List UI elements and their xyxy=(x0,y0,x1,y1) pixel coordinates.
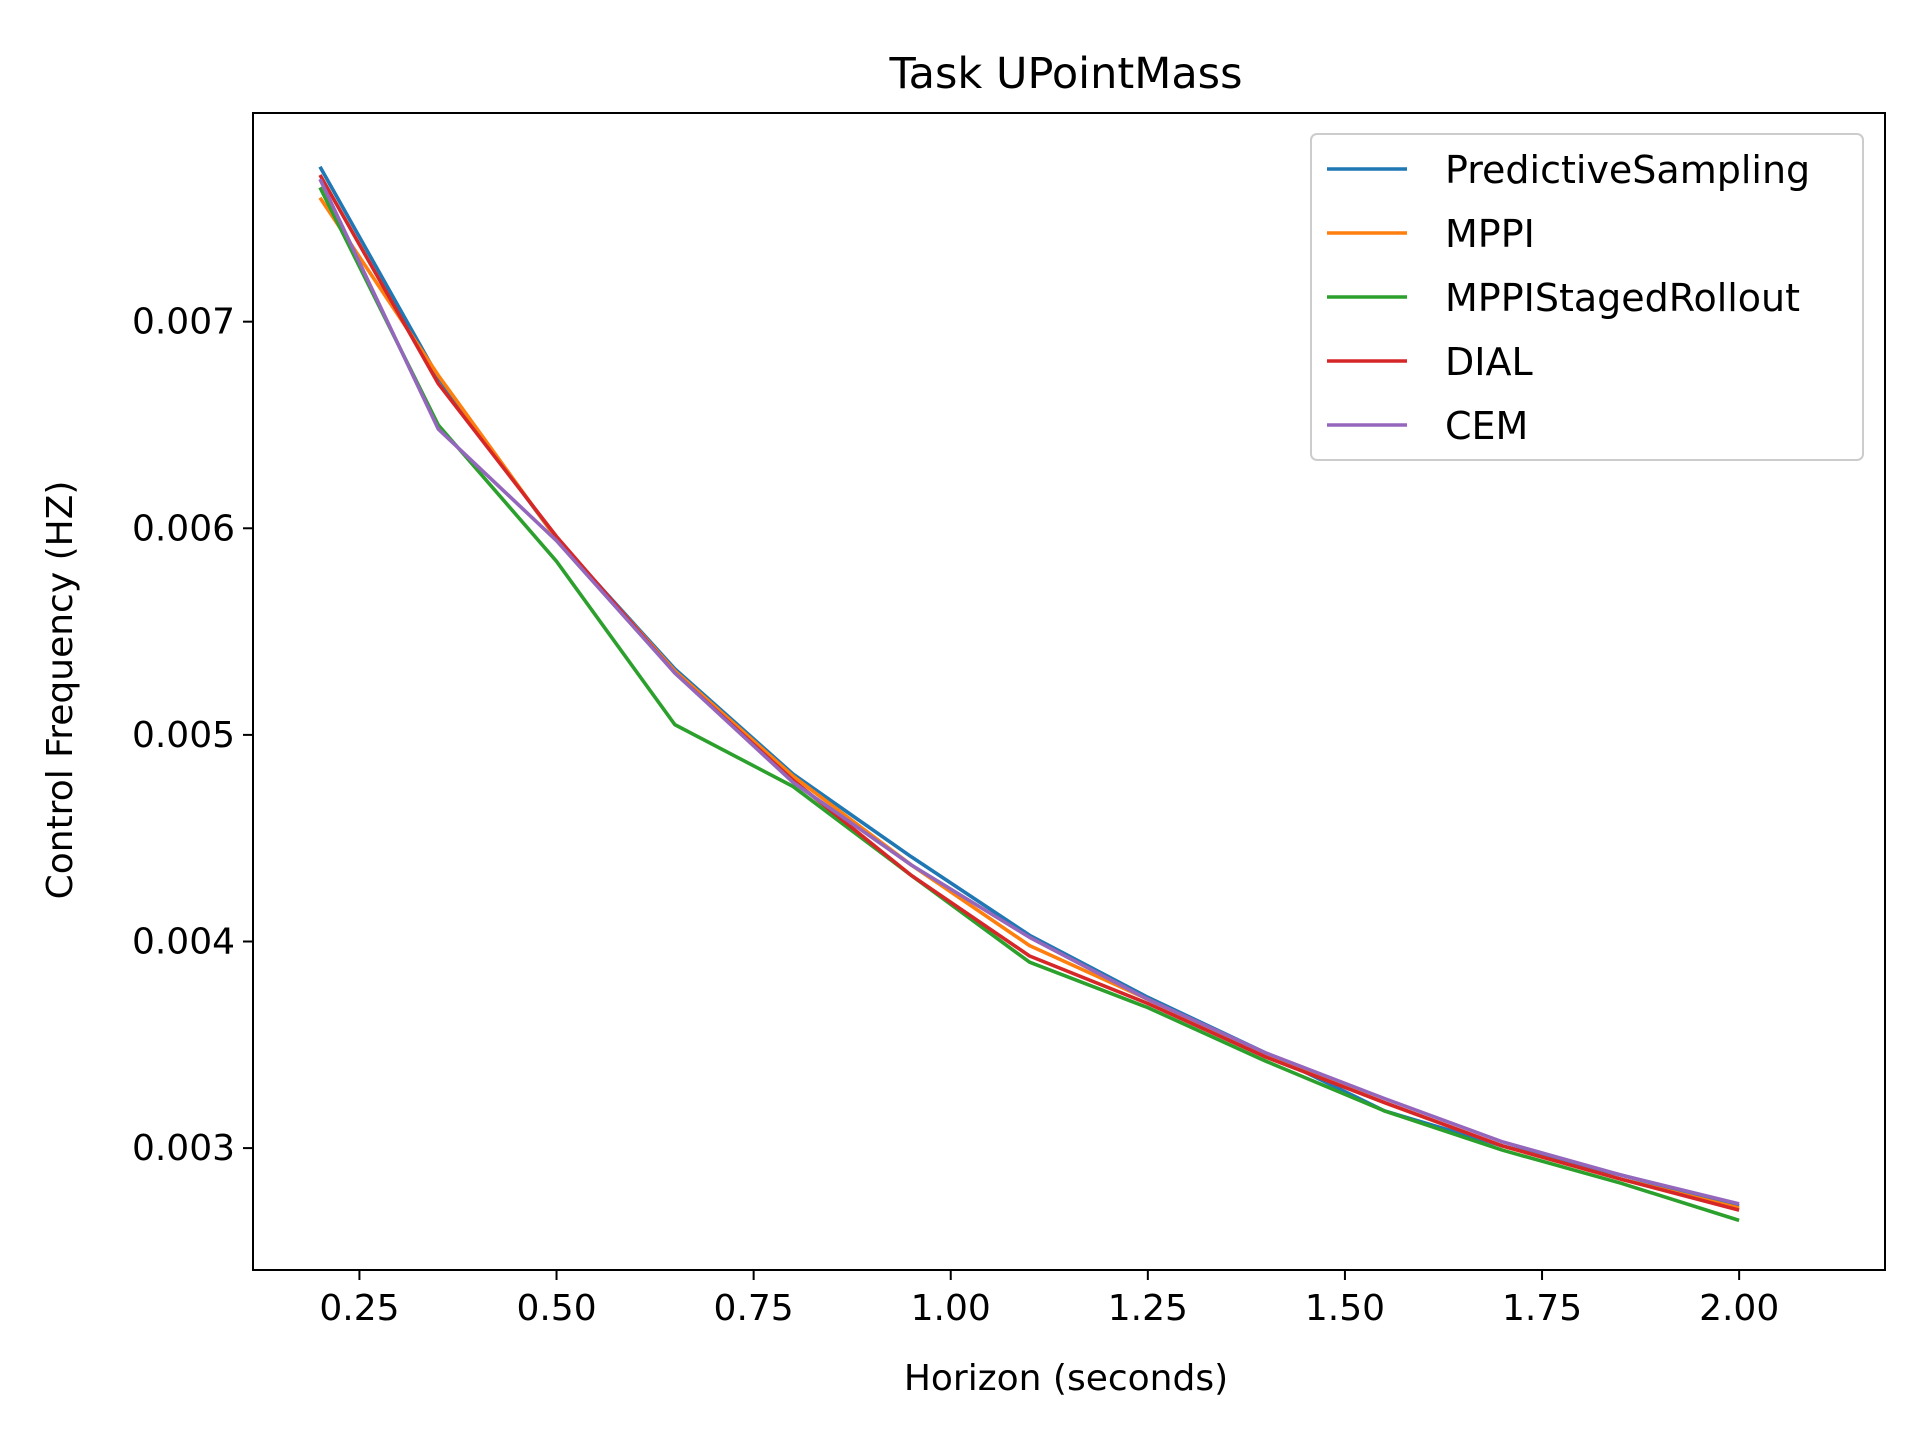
series-line-cem xyxy=(318,178,1740,1206)
series-line-dial xyxy=(318,174,1740,1212)
y-tick-label: 0.005 xyxy=(132,715,235,756)
x-tick-label: 1.00 xyxy=(911,1288,991,1329)
y-axis-label: Control Frequency (HZ) xyxy=(40,481,81,900)
y-tick-label: 0.006 xyxy=(132,508,235,549)
chart-title: Task UPointMass xyxy=(889,49,1243,99)
x-tick-label: 1.75 xyxy=(1502,1288,1582,1329)
x-tick-label: 1.25 xyxy=(1108,1288,1188,1329)
y-tick-label: 0.004 xyxy=(132,921,235,962)
y-tick-label: 0.003 xyxy=(132,1128,235,1169)
x-tick-label: 0.50 xyxy=(516,1288,596,1329)
x-tick-label: 0.75 xyxy=(714,1288,794,1329)
legend: PredictiveSampling MPPI MPPIStagedRollout D… xyxy=(1310,133,1864,461)
plot-frame xyxy=(252,112,1886,1271)
y-axis: 0.003 0.004 0.005 0.006 0.007 xyxy=(132,302,253,1169)
x-tick-label: 1.50 xyxy=(1305,1288,1385,1329)
legend-label: MPPI xyxy=(1445,212,1535,256)
legend-label: DIAL xyxy=(1445,340,1533,384)
series-line-mppistagedrollout xyxy=(318,186,1740,1223)
legend-box xyxy=(1310,133,1864,461)
x-tick-label: 0.25 xyxy=(319,1288,399,1329)
x-axis-label: Horizon (seconds) xyxy=(904,1358,1228,1399)
legend-label: MPPIStagedRollout xyxy=(1445,276,1800,320)
legend-label: CEM xyxy=(1445,404,1528,448)
x-axis: 0.25 0.50 0.75 1.00 1.25 1.50 1.75 2.00 xyxy=(319,1270,1779,1329)
y-tick-label: 0.007 xyxy=(132,302,235,343)
series-group xyxy=(318,165,1740,1223)
x-tick-label: 2.00 xyxy=(1699,1288,1779,1329)
legend-label: PredictiveSampling xyxy=(1445,148,1810,192)
